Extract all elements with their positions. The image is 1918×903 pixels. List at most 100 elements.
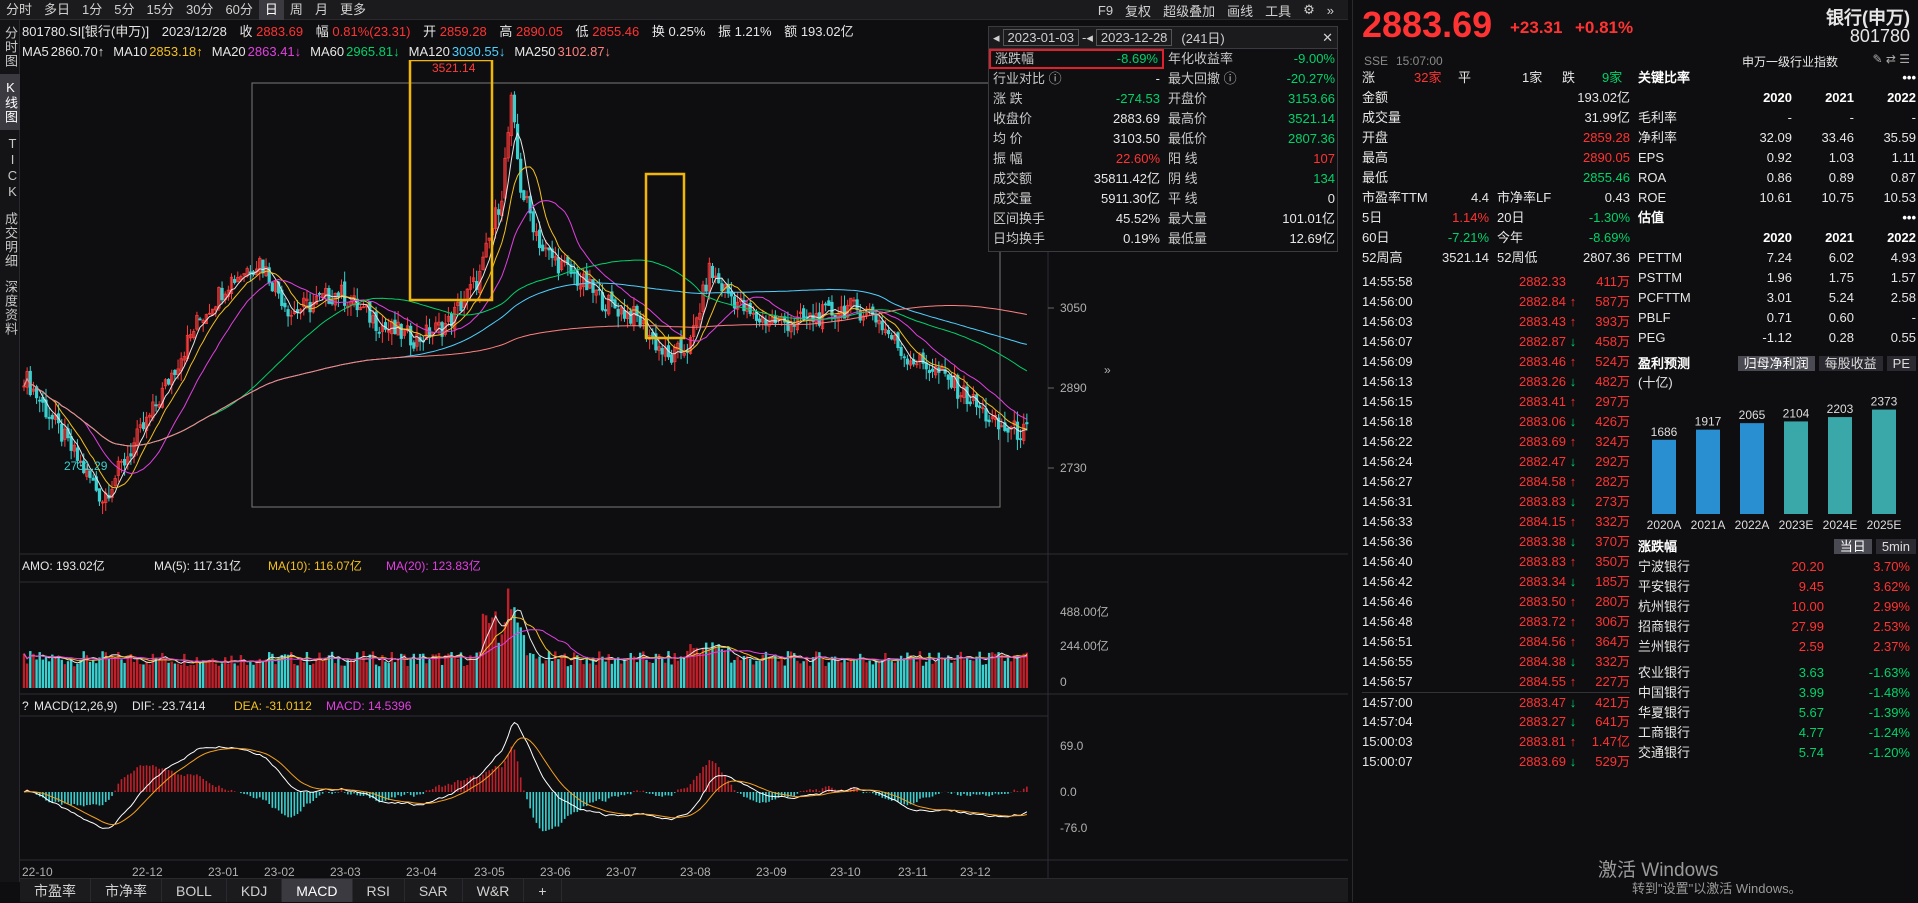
metric-value: 10.75 bbox=[1821, 190, 1854, 205]
more-icon[interactable]: ••• bbox=[1902, 210, 1916, 225]
tab-week[interactable]: 周 bbox=[289, 1, 303, 17]
range-selection-box[interactable] bbox=[251, 82, 1001, 508]
candle-body bbox=[547, 247, 551, 251]
fundamentals: 关键比率 ••• 2020 2021 2022 毛利率 - - - 净利率 32.09 33.46 35… bbox=[1638, 68, 1916, 763]
collapse-arrow-icon[interactable]: » bbox=[1104, 363, 1111, 377]
indicator-tab-kdj[interactable]: KDJ bbox=[227, 879, 283, 902]
indicator-tab-macd[interactable]: MACD bbox=[282, 879, 353, 902]
price-tick-label: 3050 bbox=[1060, 301, 1087, 315]
candle-body bbox=[710, 265, 715, 279]
prev-arrow-icon[interactable]: ◂ bbox=[993, 29, 1000, 45]
ma-line bbox=[23, 131, 1027, 498]
sidebar-item-trades[interactable]: 成交明细 bbox=[3, 212, 18, 268]
sidebar-item-kline[interactable]: K线图 bbox=[0, 74, 20, 130]
range-start-date[interactable]: 2023-01-03 bbox=[1002, 29, 1080, 46]
forecast-tab[interactable]: 每股收益 bbox=[1818, 356, 1883, 371]
trade-arrow: ↓ bbox=[1569, 454, 1577, 469]
stat-value: 0.43 bbox=[1604, 190, 1631, 205]
stat-label: 收盘价 bbox=[993, 111, 1033, 126]
mover-row[interactable]: 华夏银行 5.67 -1.39% bbox=[1638, 703, 1916, 723]
tab-month[interactable]: 月 bbox=[314, 1, 328, 17]
indicator-tab-rsi[interactable]: RSI bbox=[353, 879, 405, 902]
volume-bar bbox=[881, 660, 884, 688]
volume-bar bbox=[799, 663, 802, 688]
volume-bar bbox=[76, 663, 79, 688]
macd-help-icon[interactable]: ? bbox=[22, 699, 29, 713]
mover-pct: 3.62% bbox=[1873, 579, 1910, 594]
tab-timeshare[interactable]: 分时 bbox=[6, 1, 33, 17]
tab-multiday[interactable]: 多日 bbox=[44, 1, 71, 17]
trade-price: 2883.69 bbox=[1519, 754, 1566, 769]
adjust-button[interactable]: 复权 bbox=[1125, 3, 1152, 19]
mover-row[interactable]: 平安银行 9.45 3.62% bbox=[1638, 577, 1916, 597]
candle-body bbox=[311, 301, 315, 313]
f9-button[interactable]: F9 bbox=[1097, 2, 1114, 18]
tab-1min[interactable]: 1分 bbox=[82, 1, 103, 17]
indicator-tab-[interactable]: 市盈率 bbox=[20, 879, 91, 902]
movers-tab[interactable]: 5min bbox=[1875, 539, 1916, 554]
sidebar-item-timeshare[interactable]: 分时图 bbox=[3, 26, 18, 68]
breadth-row: 涨 32家 平 1家 跌 9家 bbox=[1362, 68, 1630, 88]
forecast-tab[interactable]: PE bbox=[1886, 356, 1916, 371]
gear-icon[interactable]: ⚙ bbox=[1303, 2, 1315, 17]
trade-row: 14:56:36 2883.38 ↓ 370万 bbox=[1362, 532, 1630, 552]
candle-body bbox=[789, 325, 793, 333]
trade-volume: 641万 bbox=[1595, 714, 1630, 729]
trade-time: 15:00:07 bbox=[1362, 754, 1413, 769]
mover-row[interactable]: 兰州银行 2.59 2.37% bbox=[1638, 637, 1916, 657]
volume-bar bbox=[447, 653, 450, 688]
draw-button[interactable]: 画线 bbox=[1227, 3, 1254, 19]
tab-60min[interactable]: 60分 bbox=[225, 1, 253, 17]
sidebar-item-depth[interactable]: 深度资料 bbox=[3, 280, 18, 336]
trade-price: 2882.33 bbox=[1519, 274, 1566, 289]
trade-volume: 587万 bbox=[1595, 294, 1630, 309]
mover-row[interactable]: 招商银行 27.99 2.53% bbox=[1638, 617, 1916, 637]
trade-time: 14:56:07 bbox=[1362, 334, 1413, 349]
metric-label: 净利率 bbox=[1638, 130, 1678, 145]
metric-value: 0.71 bbox=[1766, 310, 1792, 325]
forecast-tab[interactable]: 归母净利润 bbox=[1737, 356, 1815, 371]
volume-bar bbox=[396, 659, 400, 688]
tab-day[interactable]: 日 bbox=[258, 0, 284, 20]
tab-15min[interactable]: 15分 bbox=[146, 1, 174, 17]
volume-bar bbox=[494, 611, 497, 688]
more-icon[interactable]: ••• bbox=[1902, 70, 1916, 85]
trade-row: 14:56:55 2884.38 ↓ 332万 bbox=[1362, 652, 1630, 672]
range-end-date[interactable]: 2023-12-28 bbox=[1095, 29, 1173, 46]
indicator-tab-wr[interactable]: W&R bbox=[463, 879, 525, 902]
candle-body bbox=[69, 436, 73, 451]
candle-body bbox=[528, 196, 532, 214]
ma-legend-item: MA250 3102.87↓ bbox=[514, 44, 611, 59]
tab-more[interactable]: 更多 bbox=[339, 1, 366, 17]
overlay-button[interactable]: 超级叠加 bbox=[1163, 3, 1216, 19]
tab-30min[interactable]: 30分 bbox=[185, 1, 214, 17]
sidebar-item-tick[interactable]: TICK bbox=[5, 136, 20, 200]
edit-icons[interactable]: ✎ ⇄ ☰ bbox=[1872, 52, 1910, 66]
prev-arrow-icon[interactable]: ◂ bbox=[1086, 29, 1093, 45]
trade-time: 14:56:46 bbox=[1362, 594, 1413, 609]
indicator-tab-[interactable]: 市净率 bbox=[91, 879, 162, 902]
mover-row[interactable]: 杭州银行 10.00 2.99% bbox=[1638, 597, 1916, 617]
candle-body bbox=[720, 283, 724, 292]
date-tick-label: 23-04 bbox=[406, 865, 437, 878]
trade-time: 14:56:42 bbox=[1362, 574, 1413, 589]
candle-body bbox=[886, 329, 891, 335]
mover-row[interactable]: 宁波银行 20.20 3.70% bbox=[1638, 557, 1916, 577]
close-icon[interactable]: ✕ bbox=[1322, 29, 1333, 45]
mover-row[interactable]: 工商银行 4.77 -1.24% bbox=[1638, 723, 1916, 743]
tools-button[interactable]: 工具 bbox=[1265, 3, 1292, 19]
indicator-tab-sar[interactable]: SAR bbox=[405, 879, 463, 902]
mover-row[interactable]: 农业银行 3.63 -1.63% bbox=[1638, 663, 1916, 683]
trade-time: 14:56:00 bbox=[1362, 294, 1413, 309]
indicator-tab-[interactable]: + bbox=[524, 879, 562, 902]
valuation-header: 估值 ••• bbox=[1638, 208, 1916, 228]
indicator-tab-boll[interactable]: BOLL bbox=[162, 879, 227, 902]
mover-row[interactable]: 中国银行 3.99 -1.48% bbox=[1638, 683, 1916, 703]
mover-row[interactable]: 交通银行 5.74 -1.20% bbox=[1638, 743, 1916, 763]
expand-icon[interactable]: » bbox=[1326, 2, 1334, 18]
trade-volume: 411万 bbox=[1596, 274, 1630, 289]
candle-body bbox=[707, 262, 711, 292]
movers-tab[interactable]: 当日 bbox=[1833, 539, 1872, 554]
tab-5min[interactable]: 5分 bbox=[114, 1, 135, 17]
